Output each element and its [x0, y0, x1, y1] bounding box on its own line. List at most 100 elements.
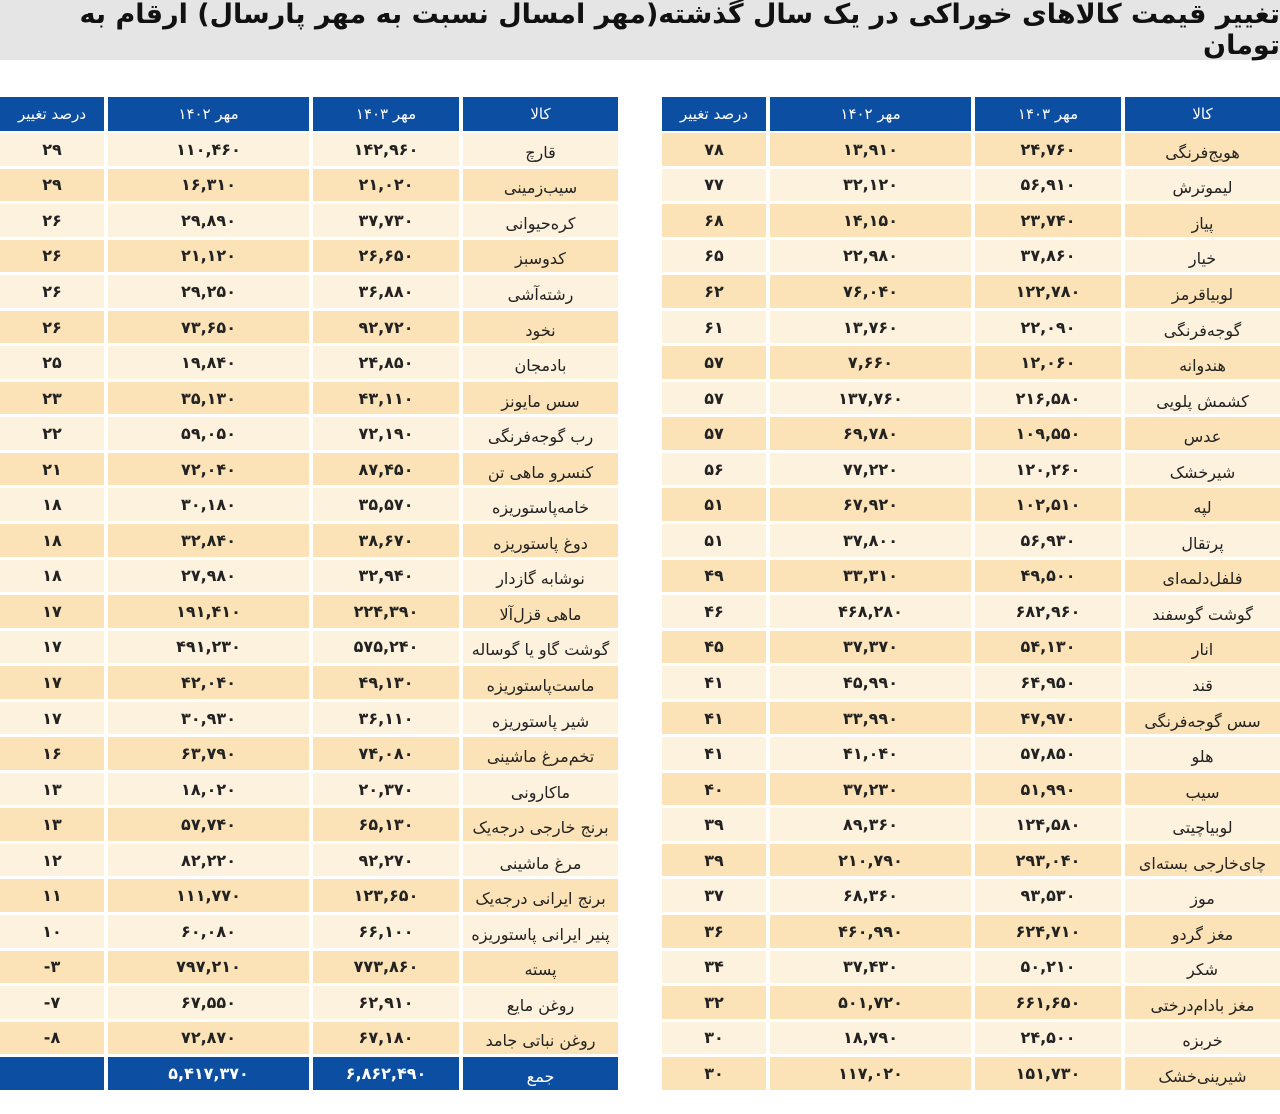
item-cell: قارچ: [463, 133, 618, 166]
price-table-left: کالا مهر ۱۴۰۳ مهر ۱۴۰۲ درصد تغییر قارچ ۱۴۲,۹۶…: [0, 97, 618, 1093]
item-cell: فلفل‌دلمه‌ای: [1125, 559, 1280, 593]
table-header: کالا مهر ۱۴۰۳ مهر ۱۴۰۲ درصد تغییر: [0, 97, 618, 133]
price-1403-cell: ۵۷,۸۵۰: [975, 737, 1121, 770]
table-row: رب گوجه‌فرنگی ۷۲,۱۹۰ ۵۹,۰۵۰ ۲۲: [0, 417, 618, 453]
item-cell: نخود: [463, 310, 618, 344]
price-1402-cell: ۲۷,۹۸۰: [108, 559, 309, 593]
item-cell: انار: [1125, 630, 1280, 664]
table-row: کنسرو ماهی تن ۸۷,۴۵۰ ۷۲,۰۴۰ ۲۱: [0, 452, 618, 489]
price-1403-cell: ۶۶,۱۰۰: [313, 915, 459, 948]
price-1403-cell: ۴۹,۱۳۰: [313, 666, 459, 699]
item-cell: برنج ایرانی درجه‌یک: [463, 879, 618, 913]
change-percent-cell: ۱۸: [0, 488, 104, 522]
table-row: شکر ۵۰,۲۱۰ ۳۷,۴۳۰ ۳۴: [662, 950, 1280, 987]
price-1402-cell: ۴۵,۹۹۰: [770, 666, 971, 699]
item-cell: چای‌خارجی بسته‌ای: [1125, 843, 1280, 877]
table-row: پنیر ایرانی پاستوریزه ۶۶,۱۰۰ ۶۰,۰۸۰ ۱۰: [0, 915, 618, 951]
change-percent-cell: ۴۱: [662, 737, 766, 770]
item-cell: شیر پاستوریزه: [463, 701, 618, 735]
change-percent-cell: ۵۶: [662, 452, 766, 486]
table-row: خربزه ۲۴,۵۰۰ ۱۸,۷۹۰ ۳۰: [662, 1021, 1280, 1058]
price-1403-cell: ۴۹,۵۰۰: [975, 559, 1121, 593]
price-1402-cell: ۴۲,۰۴۰: [108, 666, 309, 699]
price-1402-cell: ۷۹۷,۲۱۰: [108, 950, 309, 984]
price-1403-cell: ۲۱۶,۵۸۰: [975, 381, 1121, 415]
price-1402-cell: ۷,۶۶۰: [770, 346, 971, 379]
price-1403-cell: ۳۷,۷۳۰: [313, 204, 459, 237]
table-row: کره‌حیوانی ۳۷,۷۳۰ ۲۹,۸۹۰ ۲۶: [0, 204, 618, 240]
change-percent-cell: ۴۱: [662, 666, 766, 699]
change-percent-cell: ۱۰: [0, 915, 104, 948]
item-cell: کشمش پلویی: [1125, 381, 1280, 415]
change-percent-cell: ۲۶: [0, 204, 104, 237]
item-cell: گوشت گوسفند: [1125, 595, 1280, 628]
price-1402-cell: ۴۶۸,۲۸۰: [770, 595, 971, 628]
table-row: هندوانه ۱۲,۰۶۰ ۷,۶۶۰ ۵۷: [662, 346, 1280, 382]
price-1403-cell: ۵۱,۹۹۰: [975, 772, 1121, 806]
column-header-change: درصد تغییر: [662, 97, 766, 131]
table-row: عدس ۱۰۹,۵۵۰ ۶۹,۷۸۰ ۵۷: [662, 417, 1280, 453]
price-1402-cell: ۵۷,۷۴۰: [108, 808, 309, 841]
item-cell: ماکارونی: [463, 772, 618, 806]
table-row: سیب‌زمینی ۲۱,۰۲۰ ۱۶,۳۱۰ ۲۹: [0, 168, 618, 205]
price-1402-cell: ۲۹,۸۹۰: [108, 204, 309, 237]
price-table-right: کالا مهر ۱۴۰۳ مهر ۱۴۰۲ درصد تغییر هویج‌فرنگی…: [662, 97, 1280, 1093]
column-header-mehr1403: مهر ۱۴۰۳: [975, 97, 1121, 131]
price-1402-cell: ۷۷,۲۲۰: [770, 452, 971, 486]
change-percent-cell: ۲۲: [0, 417, 104, 450]
table-row: لوبیاقرمز ۱۲۲,۷۸۰ ۷۶,۰۴۰ ۶۲: [662, 275, 1280, 311]
table-row: انار ۵۴,۱۳۰ ۳۷,۳۷۰ ۴۵: [662, 630, 1280, 667]
price-1402-cell: ۴۹۱,۲۳۰: [108, 630, 309, 664]
item-cell: کدوسبز: [463, 239, 618, 273]
item-cell: روغن نباتی جامد: [463, 1021, 618, 1055]
price-1402-cell: ۳۷,۴۳۰: [770, 950, 971, 984]
item-cell: مغز بادام‌درختی: [1125, 986, 1280, 1019]
price-1402-cell: ۶۳,۷۹۰: [108, 737, 309, 770]
price-1402-cell: ۲۲,۹۸۰: [770, 239, 971, 273]
change-percent-cell: ۲۶: [0, 275, 104, 308]
item-cell: لیموترش: [1125, 168, 1280, 202]
item-cell: هلو: [1125, 737, 1280, 770]
change-percent-cell: ۱۸: [0, 559, 104, 593]
price-1403-cell: ۵۴,۱۳۰: [975, 630, 1121, 664]
item-cell: رب گوجه‌فرنگی: [463, 417, 618, 450]
change-percent-cell: ۲۹: [0, 133, 104, 166]
change-percent-cell: ۷۸: [662, 133, 766, 166]
table-row: موز ۹۳,۵۳۰ ۶۸,۳۶۰ ۳۷: [662, 879, 1280, 915]
item-cell: خامه‌پاستوریزه: [463, 488, 618, 522]
price-1402-cell: ۲۱,۱۲۰: [108, 239, 309, 273]
item-cell: پنیر ایرانی پاستوریزه: [463, 915, 618, 948]
price-1402-cell: ۶۰,۰۸۰: [108, 915, 309, 948]
price-1402-cell: ۳۷,۳۷۰: [770, 630, 971, 664]
item-cell: نوشابه گازدار: [463, 559, 618, 593]
price-1402-cell: ۸۹,۳۶۰: [770, 808, 971, 841]
price-1402-cell: ۳۰,۹۳۰: [108, 701, 309, 735]
item-cell: کنسرو ماهی تن: [463, 452, 618, 486]
item-cell: خیار: [1125, 239, 1280, 273]
price-1403-cell: ۳۷,۸۶۰: [975, 239, 1121, 273]
price-1403-cell: ۱۲۳,۶۵۰: [313, 879, 459, 913]
price-1402-cell: ۵۰۱,۷۲۰: [770, 986, 971, 1019]
total-price-1403-cell: ۶,۸۶۲,۴۹۰: [313, 1057, 459, 1090]
table-row: ماست‌پاستوریزه ۴۹,۱۳۰ ۴۲,۰۴۰ ۱۷: [0, 666, 618, 702]
table-row: مغز بادام‌درختی ۶۶۱,۶۵۰ ۵۰۱,۷۲۰ ۳۲: [662, 986, 1280, 1022]
price-1403-cell: ۷۴,۰۸۰: [313, 737, 459, 770]
price-1402-cell: ۸۲,۲۲۰: [108, 843, 309, 877]
table-row: ماکارونی ۲۰,۳۷۰ ۱۸,۰۲۰ ۱۳: [0, 772, 618, 809]
change-percent-cell: ۳۰: [662, 1057, 766, 1090]
price-1403-cell: ۶۶۱,۶۵۰: [975, 986, 1121, 1019]
price-1403-cell: ۶۴,۹۵۰: [975, 666, 1121, 699]
item-cell: ماست‌پاستوریزه: [463, 666, 618, 699]
change-percent-cell: ۴۰: [662, 772, 766, 806]
price-1403-cell: ۲۲۴,۳۹۰: [313, 595, 459, 628]
item-cell: سس مایونز: [463, 381, 618, 415]
item-cell: شکر: [1125, 950, 1280, 984]
item-cell: شیرینی‌خشک: [1125, 1057, 1280, 1090]
table-row: شیر پاستوریزه ۳۶,۱۱۰ ۳۰,۹۳۰ ۱۷: [0, 701, 618, 738]
table-row: برنج خارجی درجه‌یک ۶۵,۱۳۰ ۵۷,۷۴۰ ۱۳: [0, 808, 618, 844]
change-percent-cell: ۶۱: [662, 310, 766, 344]
item-cell: پیاز: [1125, 204, 1280, 237]
price-1403-cell: ۱۲۴,۵۸۰: [975, 808, 1121, 841]
price-1403-cell: ۳۶,۸۸۰: [313, 275, 459, 308]
table-row: رشته‌آشی ۳۶,۸۸۰ ۲۹,۲۵۰ ۲۶: [0, 275, 618, 311]
